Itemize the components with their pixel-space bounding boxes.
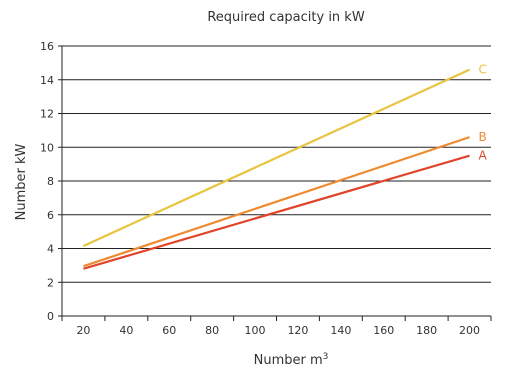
axes xyxy=(58,45,492,321)
x-tick-label: 120 xyxy=(287,324,308,337)
y-tick-label: 10 xyxy=(40,141,54,154)
x-axis-label: Number m3 xyxy=(254,352,329,368)
x-tick-label: 20 xyxy=(76,324,90,337)
x-tick-label: 40 xyxy=(119,324,133,337)
gridlines xyxy=(62,45,491,283)
y-axis-label: Number kW xyxy=(14,143,29,220)
y-tick-label: 8 xyxy=(47,175,54,188)
series-line-a xyxy=(83,154,470,270)
x-tick-label: 200 xyxy=(459,324,480,337)
series-line-b xyxy=(83,136,470,268)
y-tick-label: 16 xyxy=(40,40,54,53)
series-label-c: C xyxy=(479,63,487,77)
x-tick-label: 180 xyxy=(416,324,437,337)
y-tick-label: 12 xyxy=(40,108,54,121)
chart-title: Required capacity in kW xyxy=(207,10,365,25)
x-axis-label-superscript: 3 xyxy=(323,352,329,362)
x-tick-label: 140 xyxy=(330,324,351,337)
y-tick-label: 14 xyxy=(40,74,54,87)
series-lines xyxy=(82,68,471,270)
x-tick-label: 80 xyxy=(205,324,219,337)
y-tick-label: 6 xyxy=(47,209,54,222)
x-tick-label: 60 xyxy=(162,324,176,337)
x-tick-label: 100 xyxy=(245,324,266,337)
y-tick-label: 2 xyxy=(47,276,54,289)
x-tick-label: 160 xyxy=(373,324,394,337)
series-label-a: A xyxy=(479,149,488,163)
series-line-c xyxy=(82,68,471,247)
series-label-b: B xyxy=(479,130,487,144)
y-tick-label: 0 xyxy=(47,310,54,323)
y-tick-label: 4 xyxy=(47,243,54,256)
series-labels: AB C xyxy=(479,63,488,163)
x-axis-label-text: Number m xyxy=(254,353,323,368)
tick-labels: 0 2 4 6 8 10 12 14 16 20 40 60 80 100 120 140 160 180 200 xyxy=(40,40,480,337)
